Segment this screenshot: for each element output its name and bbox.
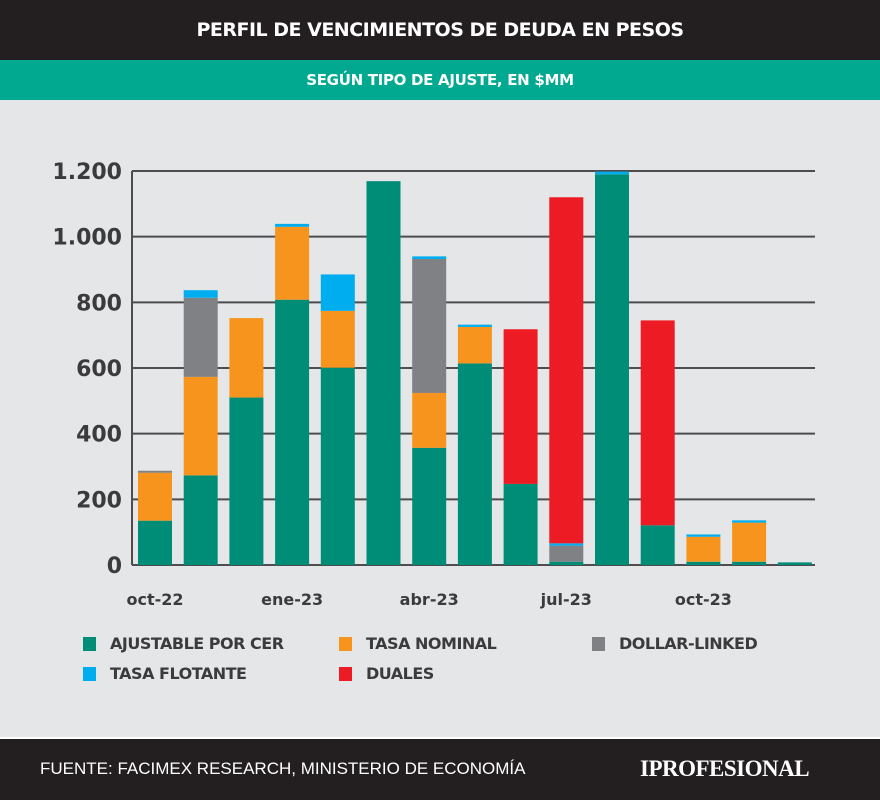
bar-segment-ajustable-por-cer-nov-22 xyxy=(183,475,218,565)
bar-segment-tasa-nominal-dic-22 xyxy=(229,318,264,398)
legend-swatch xyxy=(592,636,605,651)
bar-segment-duales-jun-23 xyxy=(503,329,538,484)
legend-swatch xyxy=(83,666,96,681)
bar-segment-tasa-flotante-ene-23 xyxy=(275,223,310,227)
bar-segment-dollar-linked-abr-23 xyxy=(412,258,447,393)
bar-segment-ajustable-por-cer-jun-23 xyxy=(503,483,538,565)
bar-segment-dollar-linked-nov-22 xyxy=(183,297,218,377)
y-tick-label: 800 xyxy=(76,291,122,316)
bar-segment-tasa-nominal-feb-23 xyxy=(320,310,355,368)
legend-item-nominal: TASA NOMINAL xyxy=(339,634,497,653)
footer: FUENTE: FACIMEX RESEARCH, MINISTERIO DE … xyxy=(0,737,880,800)
bar-segment-ajustable-por-cer-sep-23 xyxy=(640,525,675,565)
bar-segment-ajustable-por-cer-jul-23 xyxy=(549,561,584,565)
y-tick-label: 0 xyxy=(107,554,122,579)
bar-segment-tasa-flotante-jul-23 xyxy=(549,543,584,546)
bar-segment-duales-jul-23 xyxy=(549,197,584,544)
y-tick-label: 400 xyxy=(76,423,122,448)
chart-title: PERFIL DE VENCIMIENTOS DE DEUDA EN PESOS xyxy=(0,0,880,60)
bar-segment-ajustable-por-cer-mar-23 xyxy=(366,181,401,565)
y-tick-label: 200 xyxy=(76,488,122,513)
stacked-bar-chart: 0 200 400 600 800 1.000 1.200 oct-22 ene-23 abr-2… xyxy=(52,160,815,609)
bar-segment-ajustable-por-cer-abr-23 xyxy=(412,447,447,565)
bar-segment-tasa-flotante-nov-23 xyxy=(732,520,767,523)
bar-segment-ajustable-por-cer-nov-23 xyxy=(732,561,767,565)
x-tick-label: oct-23 xyxy=(675,590,732,609)
legend-swatch xyxy=(339,636,352,651)
x-tick-label: abr-23 xyxy=(400,590,459,609)
bar-segment-tasa-nominal-nov-23 xyxy=(732,522,767,562)
bar-segment-ajustable-por-cer-ene-23 xyxy=(275,299,310,565)
source-note: FUENTE: FACIMEX RESEARCH, MINISTERIO DE … xyxy=(40,759,526,778)
x-tick-label: jul-23 xyxy=(540,590,592,609)
bar-segment-tasa-nominal-nov-22 xyxy=(183,376,218,476)
y-tick-label: 1.200 xyxy=(52,160,122,185)
bar-segment-dollar-linked-oct-22 xyxy=(138,470,172,473)
bar-segment-tasa-flotante-oct-23 xyxy=(686,534,721,537)
legend-label: TASA NOMINAL xyxy=(366,634,497,653)
bar-segment-duales-sep-23 xyxy=(640,320,675,526)
bar-segment-ajustable-por-cer-dic-23 xyxy=(777,562,812,565)
bar-segment-ajustable-por-cer-ago-23 xyxy=(595,174,629,566)
legend-label: AJUSTABLE POR CER xyxy=(110,634,284,653)
bar-segment-tasa-nominal-may-23 xyxy=(457,326,492,364)
legend-swatch xyxy=(83,636,96,651)
bar-segment-ajustable-por-cer-dic-22 xyxy=(229,397,264,565)
legend-label: DOLLAR-LINKED xyxy=(619,634,758,653)
legend-label: TASA FLOTANTE xyxy=(110,664,247,683)
x-tick-label: ene-23 xyxy=(261,590,323,609)
bar-segment-ajustable-por-cer-oct-23 xyxy=(686,561,721,565)
bar-segment-ajustable-por-cer-may-23 xyxy=(457,363,492,565)
bar-segment-tasa-flotante-ago-23 xyxy=(595,171,629,175)
bar-segment-tasa-flotante-feb-23 xyxy=(320,274,355,311)
legend-item-dollar-linked: DOLLAR-LINKED xyxy=(592,634,758,653)
bar-segment-ajustable-por-cer-oct-22 xyxy=(138,520,172,565)
bar-segment-tasa-nominal-oct-22 xyxy=(138,472,172,521)
y-tick-label: 1.000 xyxy=(52,226,122,251)
bar-segment-tasa-nominal-oct-23 xyxy=(686,536,721,562)
bar-segment-tasa-nominal-ene-23 xyxy=(275,226,310,300)
legend-item-duales: DUALES xyxy=(339,664,434,683)
legend-swatch xyxy=(339,666,352,681)
legend-label: DUALES xyxy=(366,664,434,683)
bar-segment-tasa-nominal-abr-23 xyxy=(412,392,447,448)
bar-segment-tasa-flotante-nov-22 xyxy=(183,290,218,298)
legend-item-flotante: TASA FLOTANTE xyxy=(83,664,247,683)
chart-subtitle: SEGÚN TIPO DE AJUSTE, EN $MM xyxy=(0,60,880,100)
x-tick-label: oct-22 xyxy=(126,590,183,609)
bar-segment-ajustable-por-cer-feb-23 xyxy=(320,367,355,565)
bar-segment-tasa-flotante-may-23 xyxy=(457,324,492,327)
y-tick-label: 600 xyxy=(76,357,122,382)
iprofesional-logo: IPROFESIONAL xyxy=(640,756,810,781)
bar-segment-dollar-linked-jul-23 xyxy=(549,545,584,562)
legend-item-cer: AJUSTABLE POR CER xyxy=(83,634,284,653)
bar-segment-tasa-flotante-abr-23 xyxy=(412,256,447,259)
